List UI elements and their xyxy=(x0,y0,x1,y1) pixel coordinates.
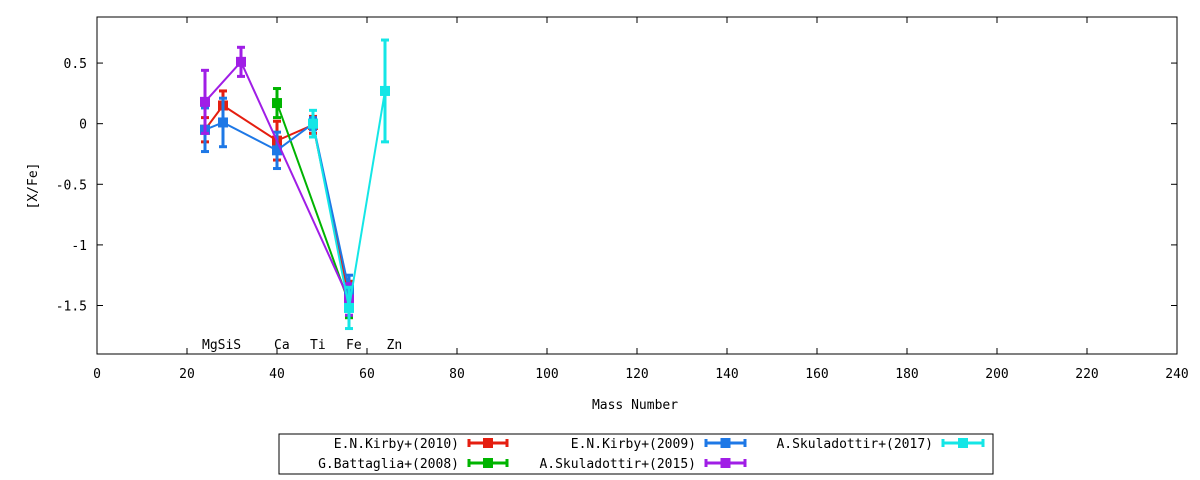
x-tick-label: 100 xyxy=(535,367,558,382)
data-point xyxy=(200,96,210,107)
element-labels: MgSiS Ca Ti Fe Zn xyxy=(202,338,402,353)
element-label: Fe xyxy=(346,338,362,353)
x-tick-label: 140 xyxy=(715,367,738,382)
y-tick-label: -0.5 xyxy=(56,178,87,193)
x-tick-label: 120 xyxy=(625,367,648,382)
x-tick-label: 40 xyxy=(269,367,285,382)
legend-label: E.N.Kirby+(2009) xyxy=(571,437,696,452)
legend-swatch-marker xyxy=(483,438,493,448)
plot-frame xyxy=(96,16,1178,355)
data-point xyxy=(272,145,282,156)
y-tick-label: -1 xyxy=(71,239,87,254)
y-tick-label: 0 xyxy=(79,118,87,133)
series-5 xyxy=(308,38,390,331)
axis-ticks: 0 20 40 60 80 100 120 140 160 180 200 220 240 0.5 0 -0.… xyxy=(56,17,1189,382)
data-point xyxy=(380,85,390,96)
x-tick-label: 220 xyxy=(1075,367,1098,382)
element-label: Zn xyxy=(387,338,403,353)
element-label: MgSiS xyxy=(202,338,241,353)
data-point xyxy=(272,98,282,109)
legend-label: A.Skuladottir+(2017) xyxy=(776,437,933,452)
x-tick-label: 160 xyxy=(805,367,828,382)
legend: E.N.Kirby+(2010) G.Battaglia+(2008) E.N.Ki… xyxy=(318,437,985,472)
legend-label: G.Battaglia+(2008) xyxy=(318,457,459,472)
x-tick-label: 80 xyxy=(449,367,465,382)
series-line xyxy=(276,102,350,304)
legend-entry: A.Skuladottir+(2017) xyxy=(776,437,985,452)
legend-swatch-marker xyxy=(720,438,731,448)
legend-swatch-marker xyxy=(720,458,731,468)
x-tick-label: 200 xyxy=(985,367,1008,382)
data-point xyxy=(236,56,246,67)
data-point xyxy=(308,118,318,129)
legend-swatch-marker xyxy=(483,458,493,468)
element-label: Ti xyxy=(310,338,326,353)
data-point xyxy=(218,117,228,128)
element-label: Ca xyxy=(274,338,290,353)
legend-entry: E.N.Kirby+(2009) xyxy=(571,437,747,452)
legend-entry: E.N.Kirby+(2010) xyxy=(334,437,509,452)
x-tick-label: 60 xyxy=(359,367,375,382)
x-axis-label: Mass Number xyxy=(592,398,678,413)
legend-entry: A.Skuladottir+(2015) xyxy=(539,457,747,472)
y-tick-label: 0.5 xyxy=(64,57,87,72)
legend-box xyxy=(278,433,994,475)
legend-entry: G.Battaglia+(2008) xyxy=(318,457,509,472)
x-tick-label: 20 xyxy=(179,367,195,382)
x-tick-label: 0 xyxy=(93,367,101,382)
x-tick-label: 180 xyxy=(895,367,918,382)
legend-swatch-marker xyxy=(958,438,968,448)
series-layer xyxy=(200,38,390,331)
x-tick-label: 240 xyxy=(1165,367,1188,382)
legend-label: A.Skuladottir+(2015) xyxy=(539,457,696,472)
y-axis-label: [X/Fe] xyxy=(26,163,41,210)
y-tick-label: -1.5 xyxy=(56,300,87,315)
data-point xyxy=(344,302,354,313)
legend-label: E.N.Kirby+(2010) xyxy=(334,437,459,452)
